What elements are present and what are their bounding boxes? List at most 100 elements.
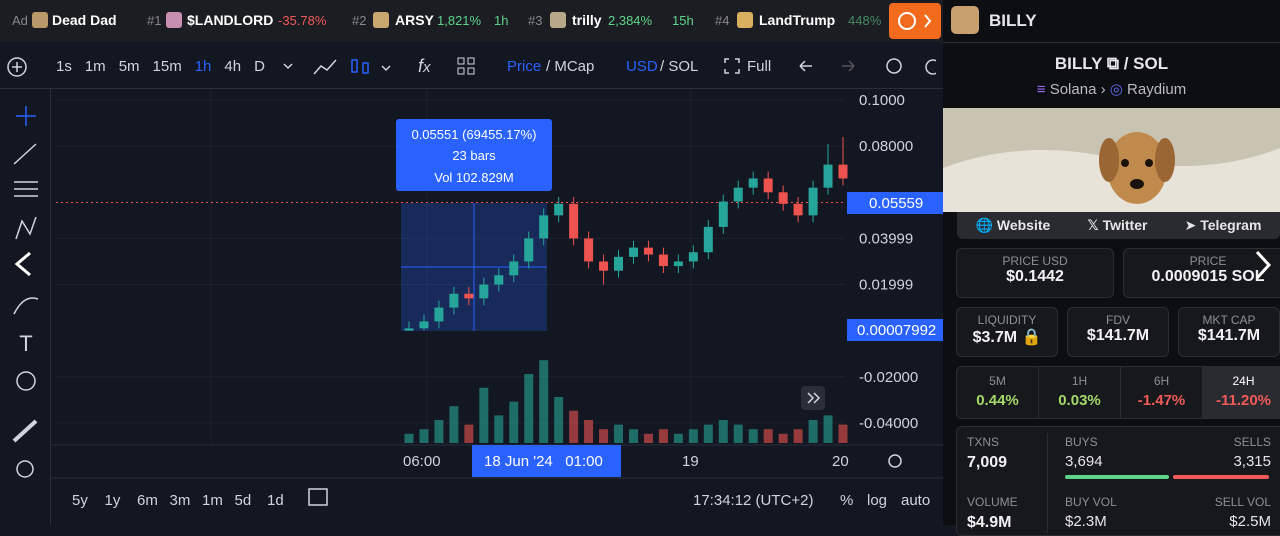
volume-bar xyxy=(584,420,594,443)
volume-bar xyxy=(718,420,728,443)
ticker-rank: #3 xyxy=(528,13,543,28)
ticker-age: 1h xyxy=(494,13,509,28)
range-button[interactable]: 3m xyxy=(170,492,191,509)
range-button[interactable]: 5d xyxy=(235,492,252,509)
volume-bar xyxy=(643,433,653,443)
range-button[interactable]: 1d xyxy=(267,492,284,509)
token-panel: BILLY BILLY ⧉ / SOL ≡ Solana › ◎ Raydium… xyxy=(943,0,1280,536)
link-website[interactable]: 🌐 Website xyxy=(975,217,1051,233)
candle-body xyxy=(404,328,414,331)
change-tab[interactable]: 6H -1.47% xyxy=(1121,367,1203,418)
range-button[interactable]: 5y xyxy=(72,492,88,509)
volume-bar xyxy=(614,424,624,443)
interval-button[interactable]: 5m xyxy=(118,58,140,75)
fullscreen-button[interactable]: Full xyxy=(747,58,772,75)
volume-bar xyxy=(539,360,549,443)
time-highlight xyxy=(472,445,621,477)
token-avatar xyxy=(951,6,979,34)
volume-bar xyxy=(524,374,534,443)
ticker-icon xyxy=(550,12,566,28)
price-axis xyxy=(845,89,943,445)
stat-label: SELLS xyxy=(1233,435,1271,449)
next-arrow[interactable] xyxy=(1249,248,1277,282)
mcap-toggle[interactable]: / MCap xyxy=(546,58,595,75)
interval-button[interactable]: 1m xyxy=(84,58,106,75)
price-chart[interactable]: 0.05551 (69455.17%) 23 bars Vol 102.829M… xyxy=(51,89,943,525)
divider xyxy=(1047,433,1048,533)
auto-toggle[interactable]: auto xyxy=(901,492,930,509)
stat-label: BUYS xyxy=(1065,435,1098,449)
percent-toggle[interactable]: % xyxy=(840,492,853,509)
ticker-name[interactable]: $LANDLORD xyxy=(187,12,274,28)
dropdown-icon[interactable] xyxy=(282,60,294,72)
candle-body xyxy=(793,203,803,216)
indicator-icon[interactable]: fx xyxy=(418,56,431,76)
candle-body xyxy=(628,247,638,257)
ticker-name[interactable]: Dead Dad xyxy=(52,12,117,28)
interval-button[interactable]: 4h xyxy=(224,58,242,75)
log-toggle[interactable]: log xyxy=(867,492,887,509)
ticker-name[interactable]: trilly xyxy=(572,12,602,28)
tool-icons[interactable]: T xyxy=(0,89,50,525)
candle-body xyxy=(688,252,698,262)
range-button[interactable]: 1y xyxy=(105,492,121,509)
change-tab[interactable]: 1H 0.03% xyxy=(1039,367,1121,418)
stat-value: $3.7M 🔒 xyxy=(972,329,1042,346)
stat-label: SELL VOL xyxy=(1214,495,1271,509)
x-label: 06:00 xyxy=(403,453,441,470)
change-tab[interactable]: 5M 0.44% xyxy=(957,367,1039,418)
tooltip-line: Vol 102.829M xyxy=(434,170,514,185)
link-label: Twitter xyxy=(1102,217,1148,233)
candle-body xyxy=(658,254,668,267)
stat-label: BUY VOL xyxy=(1065,495,1117,509)
liquidity-card: LIQUIDITY $3.7M 🔒 xyxy=(956,307,1058,357)
date-range-icon[interactable] xyxy=(308,488,328,506)
ticker-bar: Ad Dead Dad #1 $LANDLORD -35.78% #2 ARSY… xyxy=(0,0,943,42)
pair-base: BILLY xyxy=(1054,54,1103,73)
candle-body xyxy=(539,215,549,239)
tooltip-line: 23 bars xyxy=(452,148,496,163)
interval-button[interactable]: 1h xyxy=(194,58,212,75)
ticker-name[interactable]: LandTrump xyxy=(759,12,836,28)
history-icons[interactable] xyxy=(796,56,936,78)
price-toggle[interactable]: Price xyxy=(507,58,542,75)
change-tab[interactable]: 24H -11.20% xyxy=(1203,367,1280,418)
volume-bar xyxy=(808,420,818,443)
chart-type-icons[interactable] xyxy=(312,54,402,80)
ticker-name[interactable]: ARSY xyxy=(395,12,434,28)
link-twitter[interactable]: 𝕏 Twitter xyxy=(1087,217,1148,233)
ticker-change: 2,384% xyxy=(608,13,653,28)
sol-toggle[interactable]: / SOL xyxy=(660,58,699,75)
candle-body xyxy=(479,284,489,299)
interval-button[interactable]: 1s xyxy=(56,58,72,75)
last-price-label: 0.05559 xyxy=(869,195,923,212)
layout-icon[interactable] xyxy=(456,56,476,76)
interval-button[interactable]: 15m xyxy=(152,58,182,75)
add-icon[interactable] xyxy=(6,56,28,78)
divider xyxy=(943,42,1280,43)
stat-value: 0.0009015 SOL xyxy=(1151,268,1265,285)
change-tabs: 5M 0.44% 1H 0.03% 6H -1.47% 24H -11.20% xyxy=(956,366,1280,419)
stat-value: $2.3M xyxy=(1065,513,1107,530)
candle-body xyxy=(449,293,459,308)
ticker-change: 1,821% xyxy=(437,13,482,28)
stat-value: $141.7M xyxy=(1086,327,1150,344)
range-button[interactable]: 1m xyxy=(202,492,223,509)
stat-value: 7,009 xyxy=(967,454,1008,471)
volume-bar xyxy=(748,429,758,443)
volume-bar xyxy=(554,397,564,443)
settings-icon[interactable] xyxy=(888,454,902,468)
token-banner xyxy=(943,108,1280,212)
link-telegram[interactable]: ➤ Telegram xyxy=(1184,217,1262,233)
trending-button[interactable] xyxy=(889,3,941,39)
change-period: 24H xyxy=(1232,374,1255,388)
candle-body xyxy=(718,201,728,227)
link-bar: 🌐 Website 𝕏 Twitter ➤ Telegram xyxy=(957,212,1280,239)
range-button[interactable]: 6m xyxy=(137,492,158,509)
token-name: BILLY xyxy=(989,11,1037,30)
candle-body xyxy=(419,321,429,329)
volume-bar xyxy=(434,420,444,443)
usd-toggle[interactable]: USD xyxy=(626,58,658,75)
volume-bar xyxy=(688,429,698,443)
interval-button[interactable]: D xyxy=(254,58,265,75)
